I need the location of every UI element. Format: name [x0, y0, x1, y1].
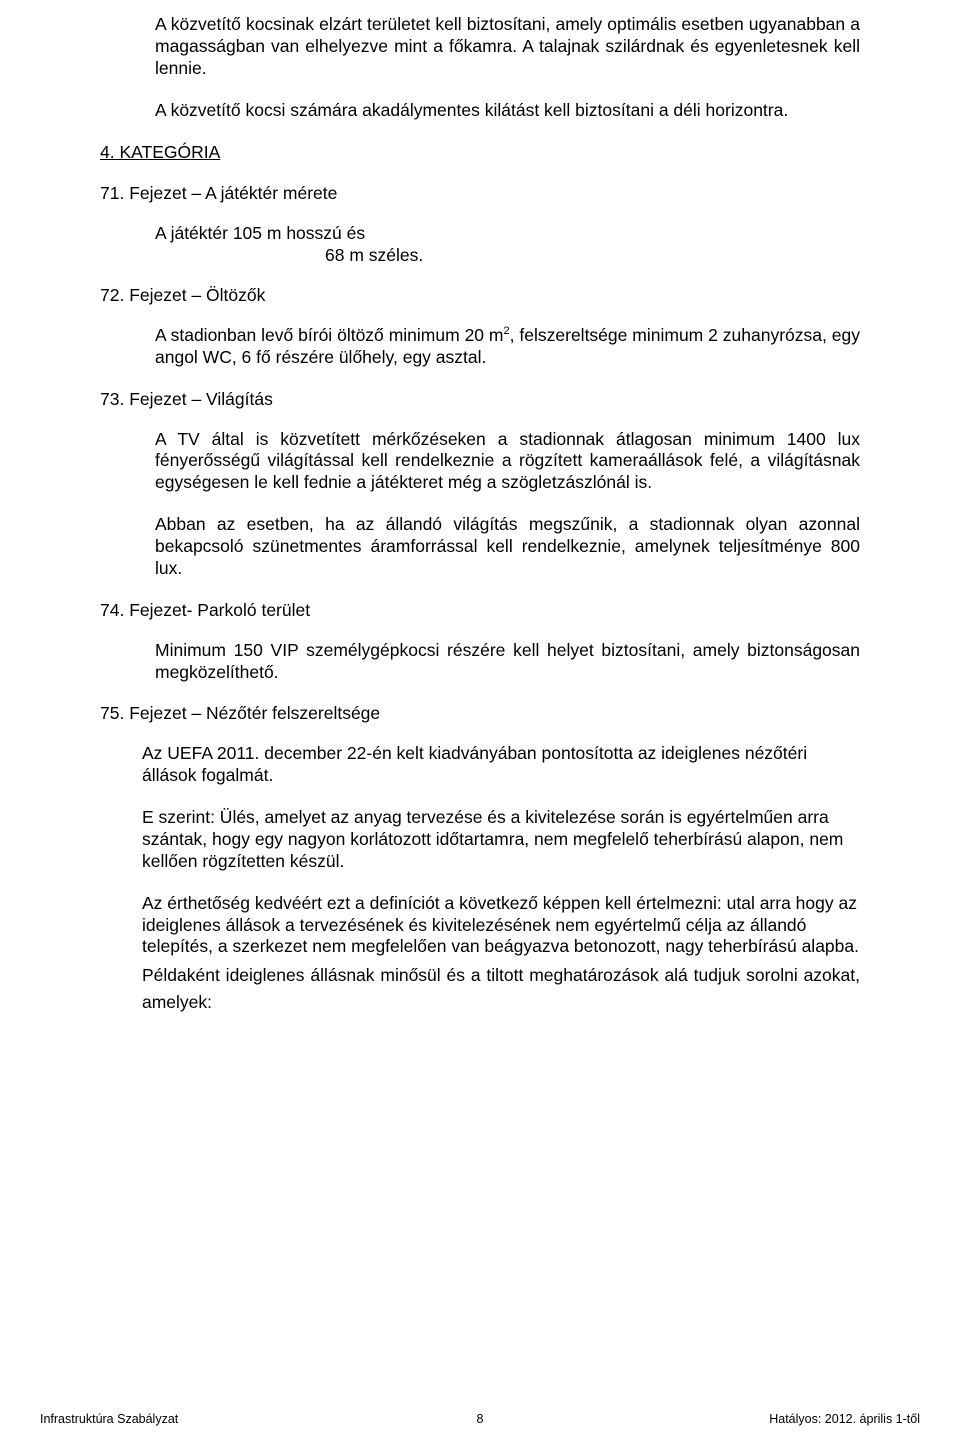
footer-left: Infrastruktúra Szabályzat — [40, 1412, 178, 1428]
page-footer: Infrastruktúra Szabályzat 8 Hatályos: 20… — [0, 1412, 960, 1428]
chapter-75-p1: Az UEFA 2011. december 22-én kelt kiadvá… — [142, 743, 860, 787]
chapter-74-p1: Minimum 150 VIP személygépkocsi részére … — [155, 640, 860, 684]
chapter-71-body: A játéktér 105 m hosszú és 68 m széles. — [155, 223, 860, 267]
chapter-72-body: A stadionban levő bírói öltöző minimum 2… — [155, 325, 860, 369]
category-heading: 4. KATEGÓRIA — [100, 142, 860, 164]
document-body: A közvetítő kocsinak elzárt területet ke… — [0, 0, 960, 1017]
field-size-line1: A játéktér 105 m hosszú és — [155, 223, 860, 245]
chapter-73-title: 73. Fejezet – Világítás — [100, 389, 860, 411]
chapter-74-title: 74. Fejezet- Parkoló terület — [100, 600, 860, 622]
chapter-75-p3: Az érthetőség kedvéért ezt a definíciót … — [142, 893, 860, 959]
footer-page-number: 8 — [477, 1412, 484, 1428]
chapter-72-title: 72. Fejezet – Öltözők — [100, 285, 860, 307]
chapter-73-p2: Abban az esetben, ha az állandó világítá… — [155, 514, 860, 580]
intro-paragraph-1: A közvetítő kocsinak elzárt területet ke… — [155, 14, 860, 80]
footer-right: Hatályos: 2012. április 1-től — [769, 1412, 920, 1428]
chapter-75-p2: E szerint: Ülés, amelyet az anyag tervez… — [142, 807, 860, 873]
chapter-72-body-pre: A stadionban levő bírói öltöző minimum 2… — [155, 325, 504, 345]
field-size-line2: 68 m széles. — [325, 245, 860, 267]
chapter-71-title: 71. Fejezet – A játéktér mérete — [100, 183, 860, 205]
chapter-75-title: 75. Fejezet – Nézőtér felszereltsége — [100, 703, 860, 725]
chapter-75-p4: Példaként ideiglenes állásnak minősül és… — [142, 962, 860, 1016]
intro-paragraph-2: A közvetítő kocsi számára akadálymentes … — [155, 100, 860, 122]
chapter-73-p1: A TV által is közvetített mérkőzéseken a… — [155, 429, 860, 495]
